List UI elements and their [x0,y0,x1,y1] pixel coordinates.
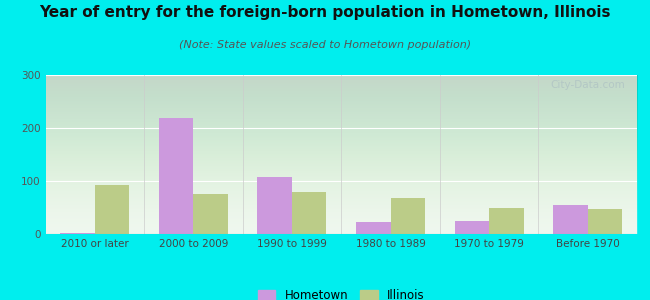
Bar [292,192,326,234]
Bar [95,185,129,234]
Bar [60,233,95,234]
Bar [553,205,588,234]
Text: (Note: State values scaled to Hometown population): (Note: State values scaled to Hometown p… [179,40,471,50]
Bar [356,222,391,234]
Text: City-Data.com: City-Data.com [551,80,625,90]
Bar [391,198,425,234]
Legend: Hometown, Illinois: Hometown, Illinois [253,284,430,300]
Bar [588,208,622,234]
Bar [489,208,524,234]
Text: Year of entry for the foreign-born population in Hometown, Illinois: Year of entry for the foreign-born popul… [39,4,611,20]
Bar [194,194,228,234]
Bar [454,221,489,234]
Bar [257,177,292,234]
Bar [159,118,194,234]
